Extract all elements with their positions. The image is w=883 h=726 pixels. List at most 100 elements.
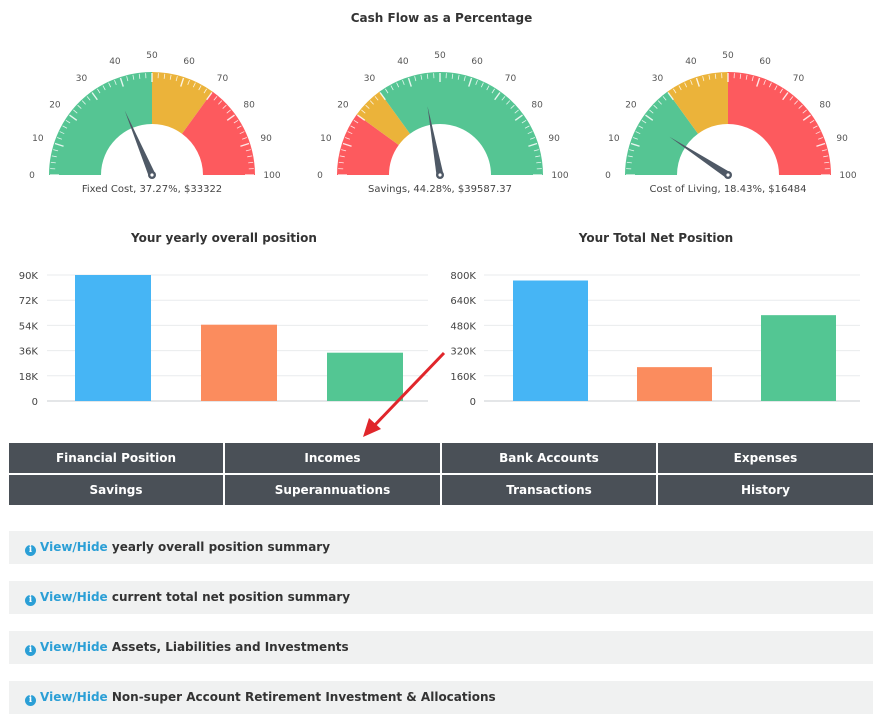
gauge-tick [350, 125, 356, 129]
cashflow-title: Cash Flow as a Percentage [350, 11, 533, 25]
nav-superannuations-button[interactable]: Superannuations [225, 475, 440, 505]
gauge-tick [630, 142, 640, 147]
gauge-tick [494, 92, 501, 101]
gauge-needle [427, 106, 444, 176]
gauge-tick [809, 120, 815, 124]
gauge-tick [653, 104, 658, 109]
gauge-tick-label: 20 [625, 100, 637, 110]
gauge-tick-label: 80 [243, 100, 255, 110]
nav-expenses-button[interactable]: Expenses [658, 443, 873, 473]
gauge-tick [451, 73, 454, 79]
gauge-tick [667, 92, 674, 101]
gauge-1: 0 10 20 30 40 50 60 70 80 90 100 Savings, 44.28%, $… [317, 51, 569, 195]
gauge-tick [247, 155, 253, 158]
gauge-tick [180, 77, 185, 87]
gauge-tick [239, 131, 245, 135]
nav-history-button[interactable]: History [658, 475, 873, 505]
panel-yearly-summary[interactable]: i View/Hide yearly overall position summa… [9, 531, 873, 564]
gauge-tick [102, 85, 106, 91]
gauge-tick [365, 104, 370, 109]
gauge-tick [198, 85, 202, 91]
gauge-tick [108, 82, 112, 88]
gauge-tick [132, 74, 135, 80]
gauge-tick [501, 96, 506, 101]
nav-incomes-button[interactable]: Incomes [225, 443, 440, 473]
bar [637, 367, 712, 401]
gauge-tick [702, 76, 705, 82]
gauge-tick [69, 114, 78, 121]
gauge-tick [527, 131, 533, 135]
gauge-needle [669, 136, 730, 178]
gauge-band [49, 72, 152, 175]
panel-assets-liabilities[interactable]: i View/Hide Assets, Liabilities and Inves… [9, 631, 873, 664]
gauge-band [379, 72, 543, 175]
gauge-tick-label: 40 [109, 57, 121, 67]
gauge-tick [768, 82, 772, 88]
gauge-tick-label: 60 [471, 57, 483, 67]
gauge-caption: Savings, 44.28%, $39587.37 [368, 184, 512, 195]
gauge-tick [763, 80, 766, 85]
gauge-tick [521, 120, 527, 124]
gauge-tick [695, 77, 700, 87]
gauge-tick-label: 60 [759, 57, 771, 67]
y-tick-label: 36K [19, 347, 39, 358]
gauge-tick-label: 90 [548, 134, 560, 144]
gauge-tick [533, 149, 539, 152]
gauge-tick-label: 90 [260, 134, 272, 144]
nav-financial-position-button[interactable]: Financial Position [9, 443, 223, 473]
y-tick-label: 0 [32, 397, 38, 408]
gauge-tick [54, 142, 64, 147]
view-hide-link[interactable]: View/Hide [40, 540, 108, 554]
gauge-tick [821, 149, 827, 152]
gauge-tick [51, 155, 57, 158]
gauge-tick [97, 88, 101, 94]
gauge-needle [124, 110, 156, 177]
gauge-tick [369, 100, 374, 105]
gauge-tick-label: 90 [836, 134, 848, 144]
gauge-tick [530, 137, 535, 140]
gauge-band [152, 72, 213, 134]
bar [513, 280, 588, 401]
panel-net-position-summary[interactable]: i View/Hide current total net position su… [9, 581, 873, 614]
gauge-tick [77, 104, 82, 109]
gauge-needle-cap [438, 173, 442, 177]
gauge-tick [463, 76, 466, 82]
panel-retirement-investment[interactable]: i View/Hide Non-super Account Retirement … [9, 681, 873, 714]
gauge-tick [528, 142, 538, 147]
gauge-tick-label: 80 [819, 100, 831, 110]
gauge-tick [633, 137, 638, 140]
gauge-tick [59, 131, 65, 135]
y-tick-label: 72K [19, 296, 39, 307]
gauge-tick [649, 109, 654, 114]
gauge-tick [506, 100, 511, 105]
gauge-tick-label: 20 [49, 100, 61, 110]
info-icon: i [25, 645, 36, 656]
gauge-tick [426, 73, 429, 79]
gauge-tick [240, 142, 250, 147]
nav-savings-button[interactable]: Savings [9, 475, 223, 505]
gauge-tick [824, 161, 830, 164]
gauge-tick [818, 137, 823, 140]
gauge-tick [218, 100, 223, 105]
y-tick-label: 640K [450, 296, 476, 307]
gauge-tick-label: 10 [320, 134, 332, 144]
nav-bank-accounts-button[interactable]: Bank Accounts [442, 443, 656, 473]
view-hide-link[interactable]: View/Hide [40, 590, 108, 604]
y-tick-label: 320K [450, 347, 476, 358]
gauge-tick [673, 88, 677, 94]
gauge-needle-cap [726, 173, 730, 177]
gauge-tick [53, 149, 59, 152]
gauge-tick [514, 114, 523, 121]
view-hide-link[interactable]: View/Hide [40, 690, 108, 704]
gauge-needle-cap [150, 173, 154, 177]
nav-transactions-button[interactable]: Transactions [442, 475, 656, 505]
gauge-tick [339, 155, 345, 158]
view-hide-link[interactable]: View/Hide [40, 640, 108, 654]
gauge-caption: Fixed Cost, 37.27%, $33322 [82, 184, 222, 195]
gauge-tick [815, 131, 821, 135]
bar-chart-1: 0 160K 320K 480K 640K 800K [450, 271, 860, 408]
gauge-tick-label: 30 [652, 74, 664, 84]
gauge-tick [789, 96, 794, 101]
gauge-tick-label: 80 [531, 100, 543, 110]
